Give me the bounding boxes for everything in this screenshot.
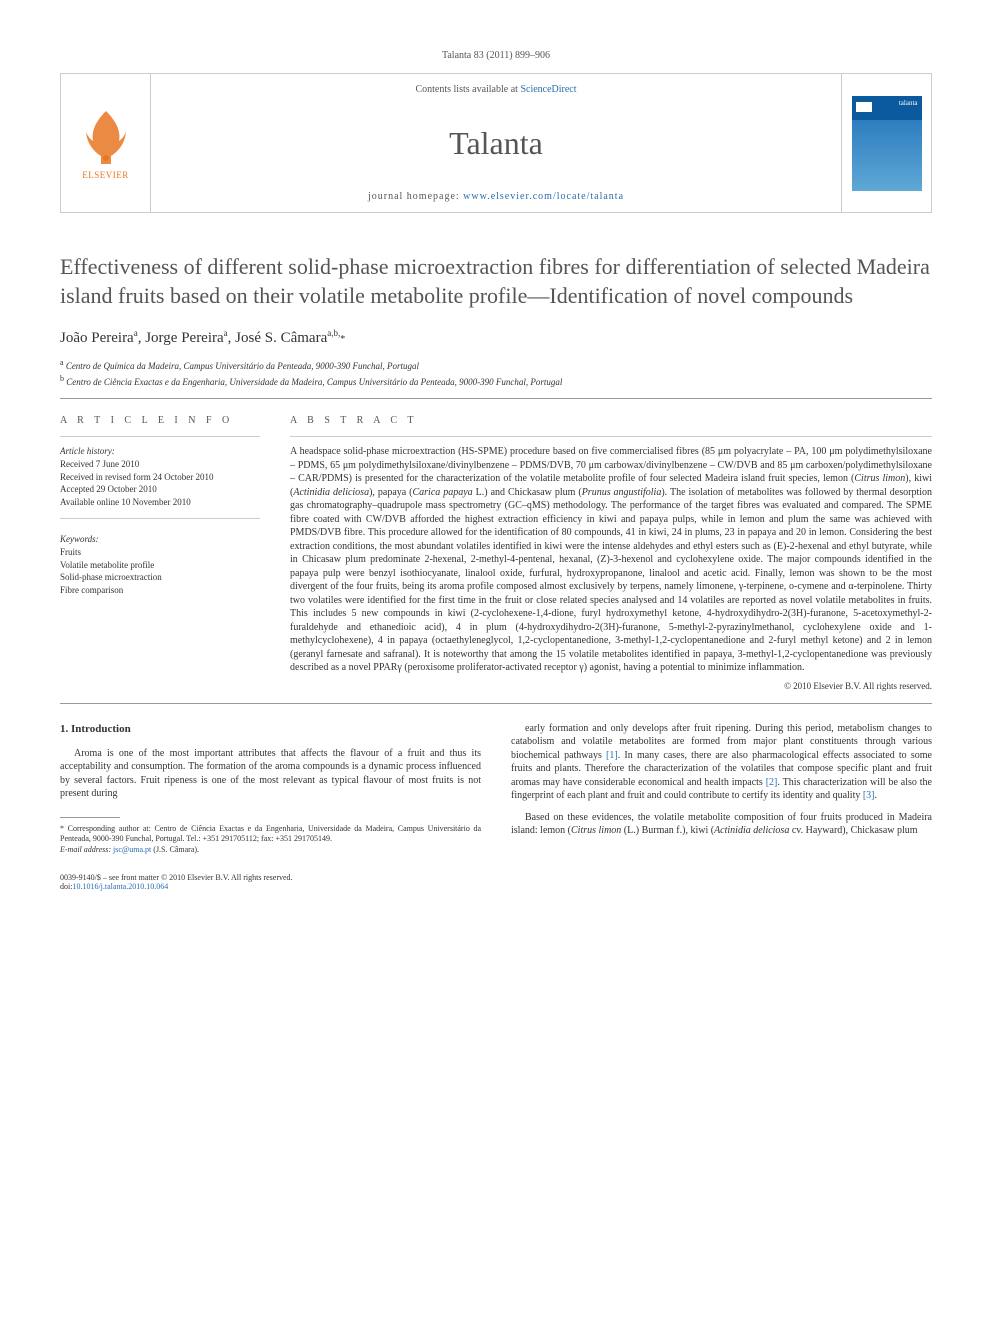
copyright: © 2010 Elsevier B.V. All rights reserved… — [290, 681, 932, 691]
abstract-text: A headspace solid-phase microextraction … — [290, 445, 932, 675]
contents-prefix: Contents lists available at — [415, 84, 520, 95]
keyword: Solid-phase microextraction — [60, 571, 260, 584]
body-paragraph: Based on these evidences, the volatile m… — [511, 811, 932, 838]
history-line: Accepted 29 October 2010 — [60, 483, 260, 496]
info-abstract-row: A R T I C L E I N F O Article history: R… — [60, 415, 932, 691]
sciencedirect-link[interactable]: ScienceDirect — [520, 84, 576, 95]
journal-header: ELSEVIER Contents lists available at Sci… — [60, 73, 932, 213]
email-owner: (J.S. Câmara). — [151, 845, 199, 854]
history-line: Received 7 June 2010 — [60, 458, 260, 471]
info-rule — [60, 436, 260, 437]
body-paragraph: early formation and only develops after … — [511, 722, 932, 803]
divider — [60, 703, 932, 704]
homepage-prefix: journal homepage: — [368, 191, 463, 202]
abstract-heading: A B S T R A C T — [290, 415, 932, 426]
cover-thumbnail: talanta — [841, 74, 931, 212]
abstract-column: A B S T R A C T A headspace solid-phase … — [290, 415, 932, 691]
footer: 0039-9140/$ – see front matter © 2010 El… — [60, 873, 932, 891]
elsevier-logo: ELSEVIER — [61, 74, 151, 212]
doi-link[interactable]: 10.1016/j.talanta.2010.10.064 — [72, 882, 168, 891]
section-heading-intro: 1. Introduction — [60, 722, 481, 737]
page: Talanta 83 (2011) 899–906 ELSEVIER Conte… — [0, 0, 992, 941]
affiliation-a: a Centro de Química da Madeira, Campus U… — [60, 357, 932, 373]
affil-text: Centro de Ciência Exactas e da Engenhari… — [66, 377, 562, 387]
affil-sup: a — [60, 358, 64, 367]
affil-text: Centro de Química da Madeira, Campus Uni… — [66, 361, 419, 371]
keywords-label: Keywords: — [60, 533, 260, 546]
body-paragraph: Aroma is one of the most important attri… — [60, 747, 481, 801]
body-col-left: 1. Introduction Aroma is one of the most… — [60, 722, 481, 855]
homepage-line: journal homepage: www.elsevier.com/locat… — [368, 191, 624, 202]
body-columns: 1. Introduction Aroma is one of the most… — [60, 722, 932, 855]
footnotes: * Corresponding author at: Centro de Ciê… — [60, 824, 481, 855]
affiliations: a Centro de Química da Madeira, Campus U… — [60, 357, 932, 388]
keywords-block: Keywords: Fruits Volatile metabolite pro… — [60, 533, 260, 596]
article-info-heading: A R T I C L E I N F O — [60, 415, 260, 426]
keyword: Fruits — [60, 546, 260, 559]
cover-label: talanta — [899, 99, 918, 107]
keyword: Fibre comparison — [60, 584, 260, 597]
elsevier-tree-icon — [81, 106, 131, 166]
history-line: Available online 10 November 2010 — [60, 496, 260, 509]
email-link[interactable]: jsc@uma.pt — [113, 845, 151, 854]
footnote-rule — [60, 817, 120, 818]
contents-line: Contents lists available at ScienceDirec… — [415, 84, 576, 95]
article-info: A R T I C L E I N F O Article history: R… — [60, 415, 260, 691]
history-label: Article history: — [60, 445, 260, 458]
email-line: E-mail address: jsc@uma.pt (J.S. Câmara)… — [60, 845, 481, 855]
citation-line: Talanta 83 (2011) 899–906 — [60, 50, 932, 61]
doi-prefix: doi: — [60, 882, 72, 891]
history-line: Received in revised form 24 October 2010 — [60, 471, 260, 484]
corresponding-author-note: * Corresponding author at: Centro de Ciê… — [60, 824, 481, 845]
email-label: E-mail address: — [60, 845, 113, 854]
body-col-right: early formation and only develops after … — [511, 722, 932, 855]
abstract-rule — [290, 436, 932, 437]
history-block: Article history: Received 7 June 2010 Re… — [60, 445, 260, 519]
divider — [60, 398, 932, 399]
journal-name: Talanta — [449, 125, 543, 162]
homepage-link[interactable]: www.elsevier.com/locate/talanta — [463, 191, 624, 202]
affil-sup: b — [60, 374, 64, 383]
affiliation-b: b Centro de Ciência Exactas e da Engenha… — [60, 373, 932, 389]
article-title: Effectiveness of different solid-phase m… — [60, 253, 932, 310]
footer-copyright: 0039-9140/$ – see front matter © 2010 El… — [60, 873, 932, 882]
authors: João Pereiraa, Jorge Pereiraa, José S. C… — [60, 328, 932, 347]
header-center: Contents lists available at ScienceDirec… — [151, 74, 841, 212]
keyword: Volatile metabolite profile — [60, 559, 260, 572]
cover-image: talanta — [852, 96, 922, 191]
footer-doi: doi:10.1016/j.talanta.2010.10.064 — [60, 882, 932, 891]
elsevier-label: ELSEVIER — [82, 170, 129, 180]
